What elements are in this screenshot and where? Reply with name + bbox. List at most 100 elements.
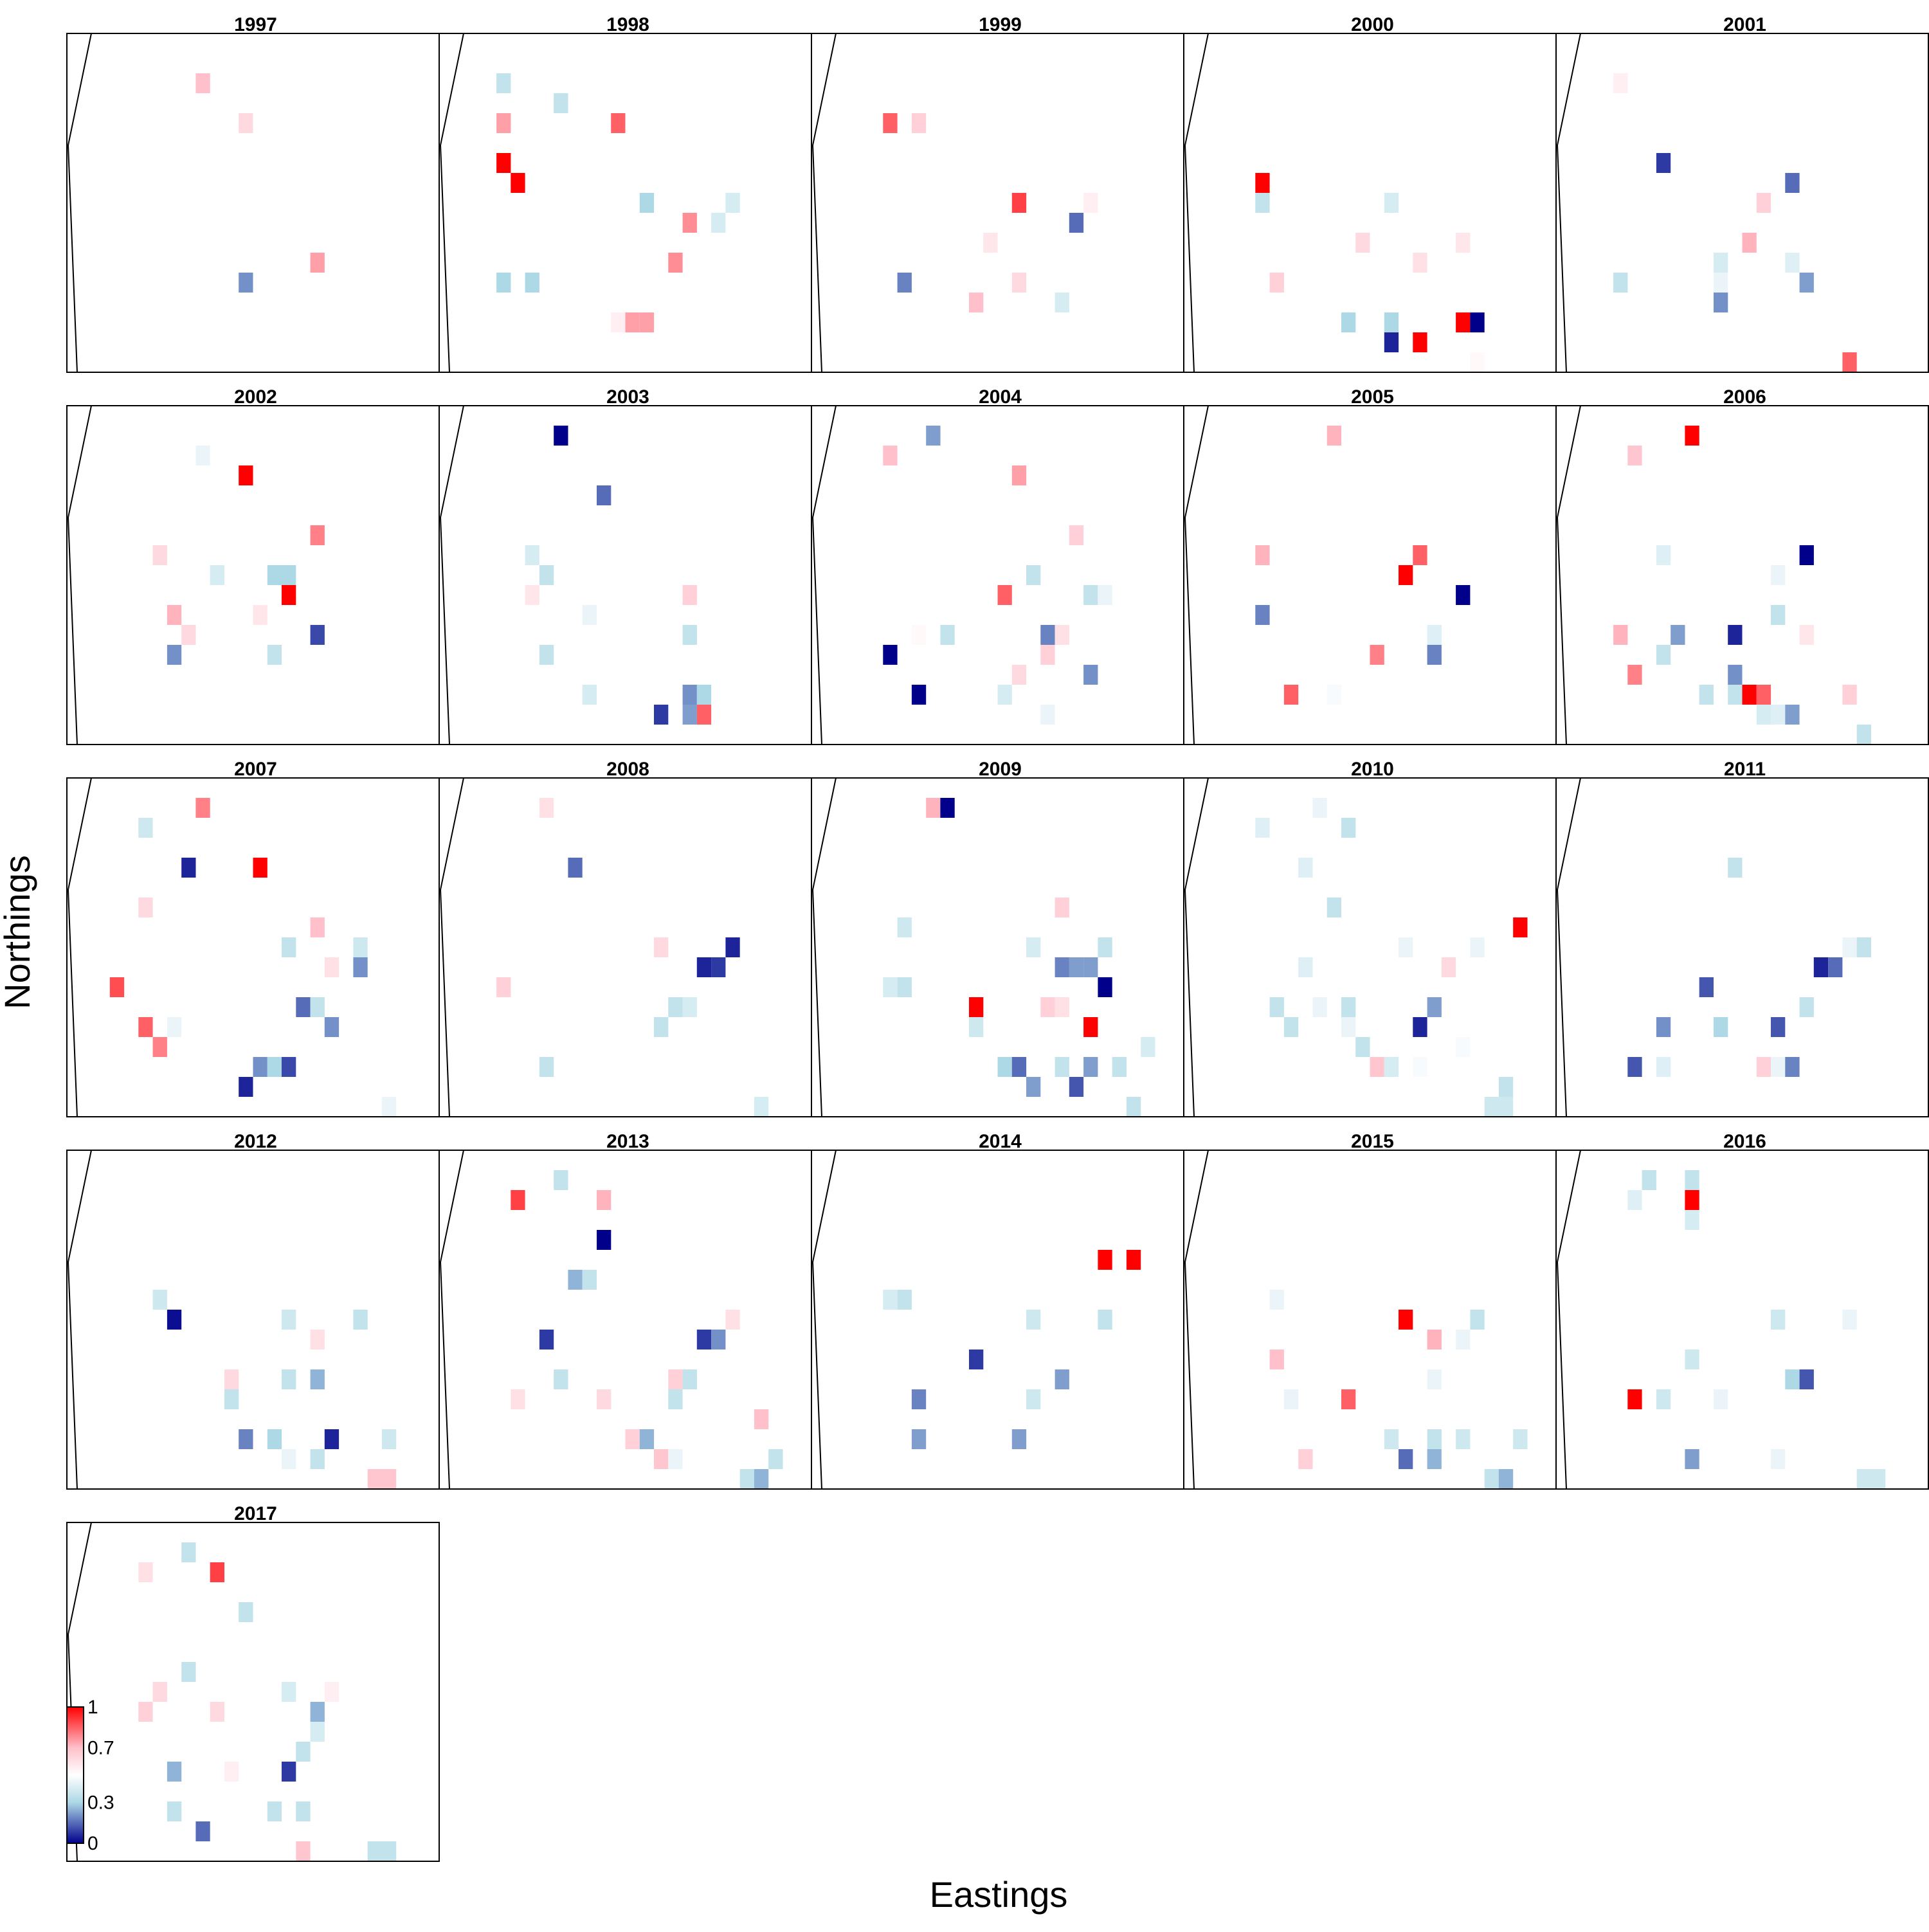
heatmap-cell [1427, 1429, 1442, 1449]
heatmap-cell [1298, 957, 1313, 977]
heatmap-cell [167, 645, 182, 665]
heatmap-cell [167, 605, 182, 625]
panel-frame [439, 405, 812, 745]
heatmap-cell [1714, 293, 1728, 312]
heatmap-cell [1799, 545, 1814, 565]
heatmap-cell [310, 1330, 325, 1350]
heatmap-cell [1785, 1057, 1800, 1077]
panel-2012: 2012 [66, 1131, 440, 1490]
heatmap-cell [1126, 1097, 1141, 1117]
heatmap-cell [754, 1097, 769, 1117]
heatmap-cell [1341, 1389, 1356, 1409]
panel-2005: 2005 [1183, 386, 1557, 745]
heatmap-cell [167, 1017, 182, 1037]
heatmap-cell [296, 1801, 311, 1821]
heatmap-cell [1399, 565, 1413, 585]
boundary-line [811, 1150, 837, 1490]
heatmap-cell [282, 565, 296, 585]
heatmap-cell [496, 977, 511, 997]
heatmap-cell [725, 937, 740, 957]
panel-frame [1183, 405, 1557, 745]
panel-title-2000: 2000 [1351, 14, 1394, 35]
heatmap-cell [1771, 605, 1786, 625]
panel-title-2005: 2005 [1351, 386, 1394, 408]
boundary-line [1556, 405, 1581, 745]
heatmap-cell [152, 1037, 167, 1057]
heatmap-cell [353, 957, 368, 977]
heatmap-cell [1656, 645, 1671, 665]
heatmap-cell [181, 858, 196, 878]
heatmap-cell [1771, 1449, 1786, 1469]
heatmap-cell [1771, 565, 1786, 585]
heatmap-cell [1498, 1097, 1514, 1117]
heatmap-cell [1011, 465, 1027, 485]
heatmap-cell [1799, 997, 1814, 1017]
heatmap-cell [310, 1702, 325, 1722]
heatmap-cell [1771, 1017, 1786, 1037]
heatmap-cell [1055, 293, 1069, 312]
heatmap-cell [1312, 997, 1327, 1017]
panel-2004: 2004 [811, 386, 1184, 745]
boundary-line [439, 405, 464, 745]
heatmap-cell [1714, 1017, 1728, 1037]
heatmap-cell [109, 977, 125, 997]
heatmap-cell [310, 1722, 325, 1742]
heatmap-cell [1269, 1290, 1284, 1310]
heatmap-cell [381, 1469, 397, 1489]
heatmap-cell [668, 1369, 683, 1389]
heatmap-cell [1083, 665, 1098, 685]
legend-tick-label: 0 [87, 1833, 98, 1854]
panel-2008: 2008 [439, 759, 812, 1117]
heatmap-cell [282, 585, 296, 605]
heatmap-cell [1427, 1449, 1442, 1469]
heatmap-cell [381, 1841, 397, 1861]
panel-frame [1183, 1150, 1557, 1490]
heatmap-cell [1427, 1330, 1442, 1350]
heatmap-cell [1026, 937, 1041, 957]
heatmap-cell [1842, 1310, 1857, 1330]
heatmap-cell [310, 1449, 325, 1469]
panel-frame [66, 1522, 440, 1862]
x-axis-title: Eastings [930, 1874, 1068, 1915]
heatmap-cell [525, 273, 539, 293]
heatmap-cell [582, 1270, 597, 1290]
heatmap-cell [1069, 1077, 1084, 1097]
heatmap-cell [1685, 1449, 1699, 1469]
heatmap-cell [1656, 1017, 1671, 1037]
legend-tick-label: 0.7 [87, 1738, 114, 1759]
panel-title-1997: 1997 [234, 14, 277, 35]
heatmap-cell [926, 426, 941, 446]
heatmap-cell [554, 426, 568, 446]
heatmap-cell [725, 1310, 740, 1330]
heatmap-cell [1040, 645, 1055, 665]
panel-frame [439, 777, 812, 1117]
heatmap-cell [911, 113, 927, 133]
heatmap-cell [367, 1469, 382, 1489]
heatmap-cell [1699, 977, 1714, 997]
heatmap-cell [1728, 858, 1743, 878]
heatmap-cell [940, 798, 955, 818]
heatmap-cell [1069, 957, 1084, 977]
heatmap-cell [539, 1057, 554, 1077]
panel-title-2013: 2013 [606, 1131, 649, 1152]
panel-2009: 2009 [811, 759, 1184, 1117]
heatmap-cell [696, 705, 712, 725]
heatmap-cell [1756, 193, 1771, 213]
heatmap-cell [539, 565, 554, 585]
heatmap-cell [1771, 1310, 1786, 1330]
panel-title-2012: 2012 [234, 1131, 277, 1152]
heatmap-cell [1785, 705, 1800, 725]
heatmap-cell [1756, 685, 1771, 705]
heatmap-cell [1083, 193, 1098, 213]
heatmap-cell [1456, 1037, 1471, 1057]
heatmap-cell [1413, 1017, 1427, 1037]
heatmap-cell [181, 1662, 196, 1682]
heatmap-cell [1413, 332, 1427, 352]
heatmap-cell [239, 1429, 253, 1449]
panel-2003: 2003 [439, 386, 812, 745]
heatmap-cell [1728, 665, 1743, 685]
heatmap-cell [554, 1369, 568, 1389]
heatmap-cell [296, 1742, 311, 1762]
heatmap-cell [1126, 1250, 1141, 1270]
